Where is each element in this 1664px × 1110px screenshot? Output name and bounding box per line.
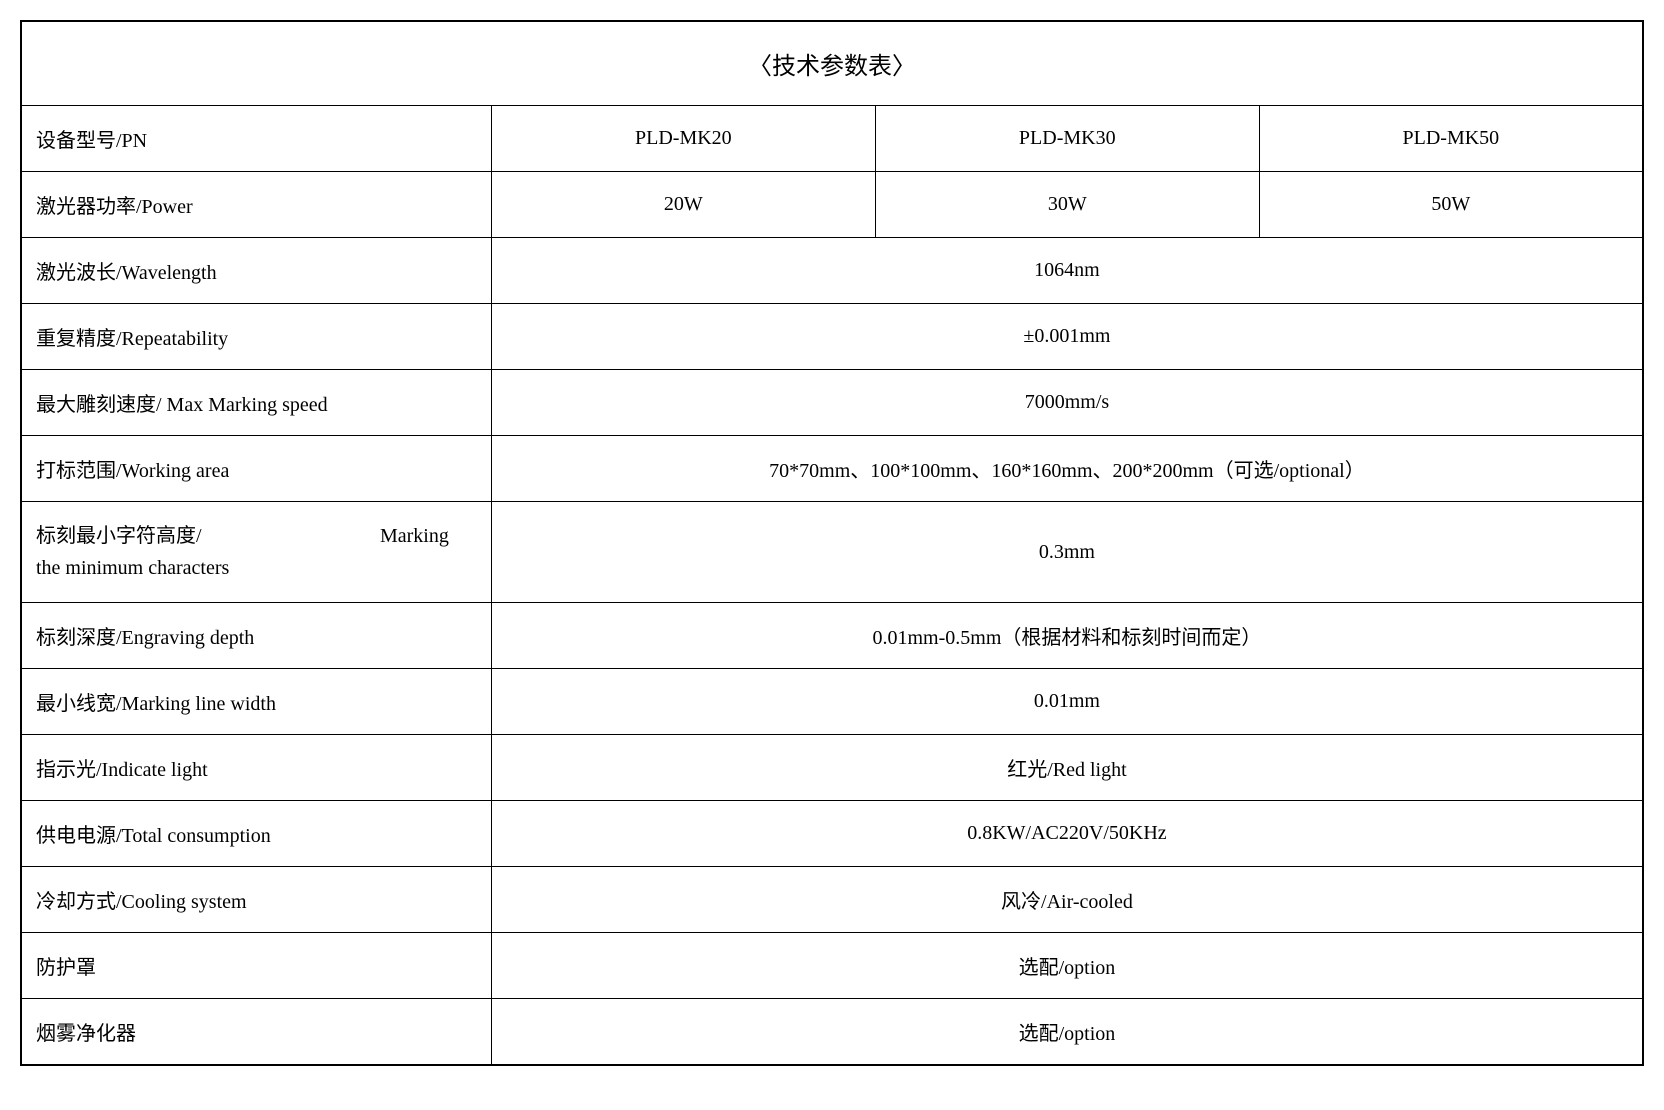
table-row: 冷却方式/Cooling system 风冷/Air-cooled xyxy=(21,867,1643,933)
row-label: 激光波长/Wavelength xyxy=(21,238,491,304)
row-value: PLD-MK20 xyxy=(491,106,875,172)
row-value: 70*70mm、100*100mm、160*160mm、200*200mm（可选… xyxy=(491,436,1643,502)
table-row: 防护罩 选配/option xyxy=(21,933,1643,999)
table-row: 烟雾净化器 选配/option xyxy=(21,999,1643,1066)
row-label: 供电电源/Total consumption xyxy=(21,801,491,867)
table-row: 激光波长/Wavelength 1064nm xyxy=(21,238,1643,304)
row-value: 30W xyxy=(875,172,1259,238)
table-row: 供电电源/Total consumption 0.8KW/AC220V/50KH… xyxy=(21,801,1643,867)
table-row: 激光器功率/Power 20W 30W 50W xyxy=(21,172,1643,238)
spec-table: 〈技术参数表〉 设备型号/PN PLD-MK20 PLD-MK30 PLD-MK… xyxy=(20,20,1644,1066)
table-row: 标刻最小字符高度/Marking the minimum characters … xyxy=(21,502,1643,603)
table-row: 最小线宽/Marking line width 0.01mm xyxy=(21,669,1643,735)
row-value: PLD-MK50 xyxy=(1259,106,1643,172)
row-label: 指示光/Indicate light xyxy=(21,735,491,801)
row-value: PLD-MK30 xyxy=(875,106,1259,172)
row-value: 风冷/Air-cooled xyxy=(491,867,1643,933)
table-row: 最大雕刻速度/ Max Marking speed 7000mm/s xyxy=(21,370,1643,436)
label-line1-right: Marking xyxy=(380,520,449,552)
spec-table-container: 〈技术参数表〉 设备型号/PN PLD-MK20 PLD-MK30 PLD-MK… xyxy=(20,20,1644,1066)
row-value: 7000mm/s xyxy=(491,370,1643,436)
row-label: 激光器功率/Power xyxy=(21,172,491,238)
row-value: 20W xyxy=(491,172,875,238)
table-row: 重复精度/Repeatability ±0.001mm xyxy=(21,304,1643,370)
row-value: 0.01mm-0.5mm（根据材料和标刻时间而定） xyxy=(491,603,1643,669)
row-value: 选配/option xyxy=(491,933,1643,999)
row-value: 0.3mm xyxy=(491,502,1643,603)
row-label: 最小线宽/Marking line width xyxy=(21,669,491,735)
row-label: 标刻深度/Engraving depth xyxy=(21,603,491,669)
row-label: 冷却方式/Cooling system xyxy=(21,867,491,933)
row-label: 设备型号/PN xyxy=(21,106,491,172)
row-value: ±0.001mm xyxy=(491,304,1643,370)
table-row: 指示光/Indicate light 红光/Red light xyxy=(21,735,1643,801)
table-title-row: 〈技术参数表〉 xyxy=(21,21,1643,106)
row-label: 标刻最小字符高度/Marking the minimum characters xyxy=(21,502,491,603)
row-label: 最大雕刻速度/ Max Marking speed xyxy=(21,370,491,436)
row-value: 红光/Red light xyxy=(491,735,1643,801)
row-label: 防护罩 xyxy=(21,933,491,999)
table-row: 设备型号/PN PLD-MK20 PLD-MK30 PLD-MK50 xyxy=(21,106,1643,172)
row-value: 50W xyxy=(1259,172,1643,238)
row-value: 0.8KW/AC220V/50KHz xyxy=(491,801,1643,867)
row-value: 1064nm xyxy=(491,238,1643,304)
row-label: 打标范围/Working area xyxy=(21,436,491,502)
label-line1: 标刻最小字符高度/ xyxy=(36,525,202,547)
label-line2: the minimum characters xyxy=(36,557,229,579)
row-label: 重复精度/Repeatability xyxy=(21,304,491,370)
table-row: 打标范围/Working area 70*70mm、100*100mm、160*… xyxy=(21,436,1643,502)
row-label: 烟雾净化器 xyxy=(21,999,491,1066)
table-title: 〈技术参数表〉 xyxy=(21,21,1643,106)
table-row: 标刻深度/Engraving depth 0.01mm-0.5mm（根据材料和标… xyxy=(21,603,1643,669)
row-value: 0.01mm xyxy=(491,669,1643,735)
row-value: 选配/option xyxy=(491,999,1643,1066)
